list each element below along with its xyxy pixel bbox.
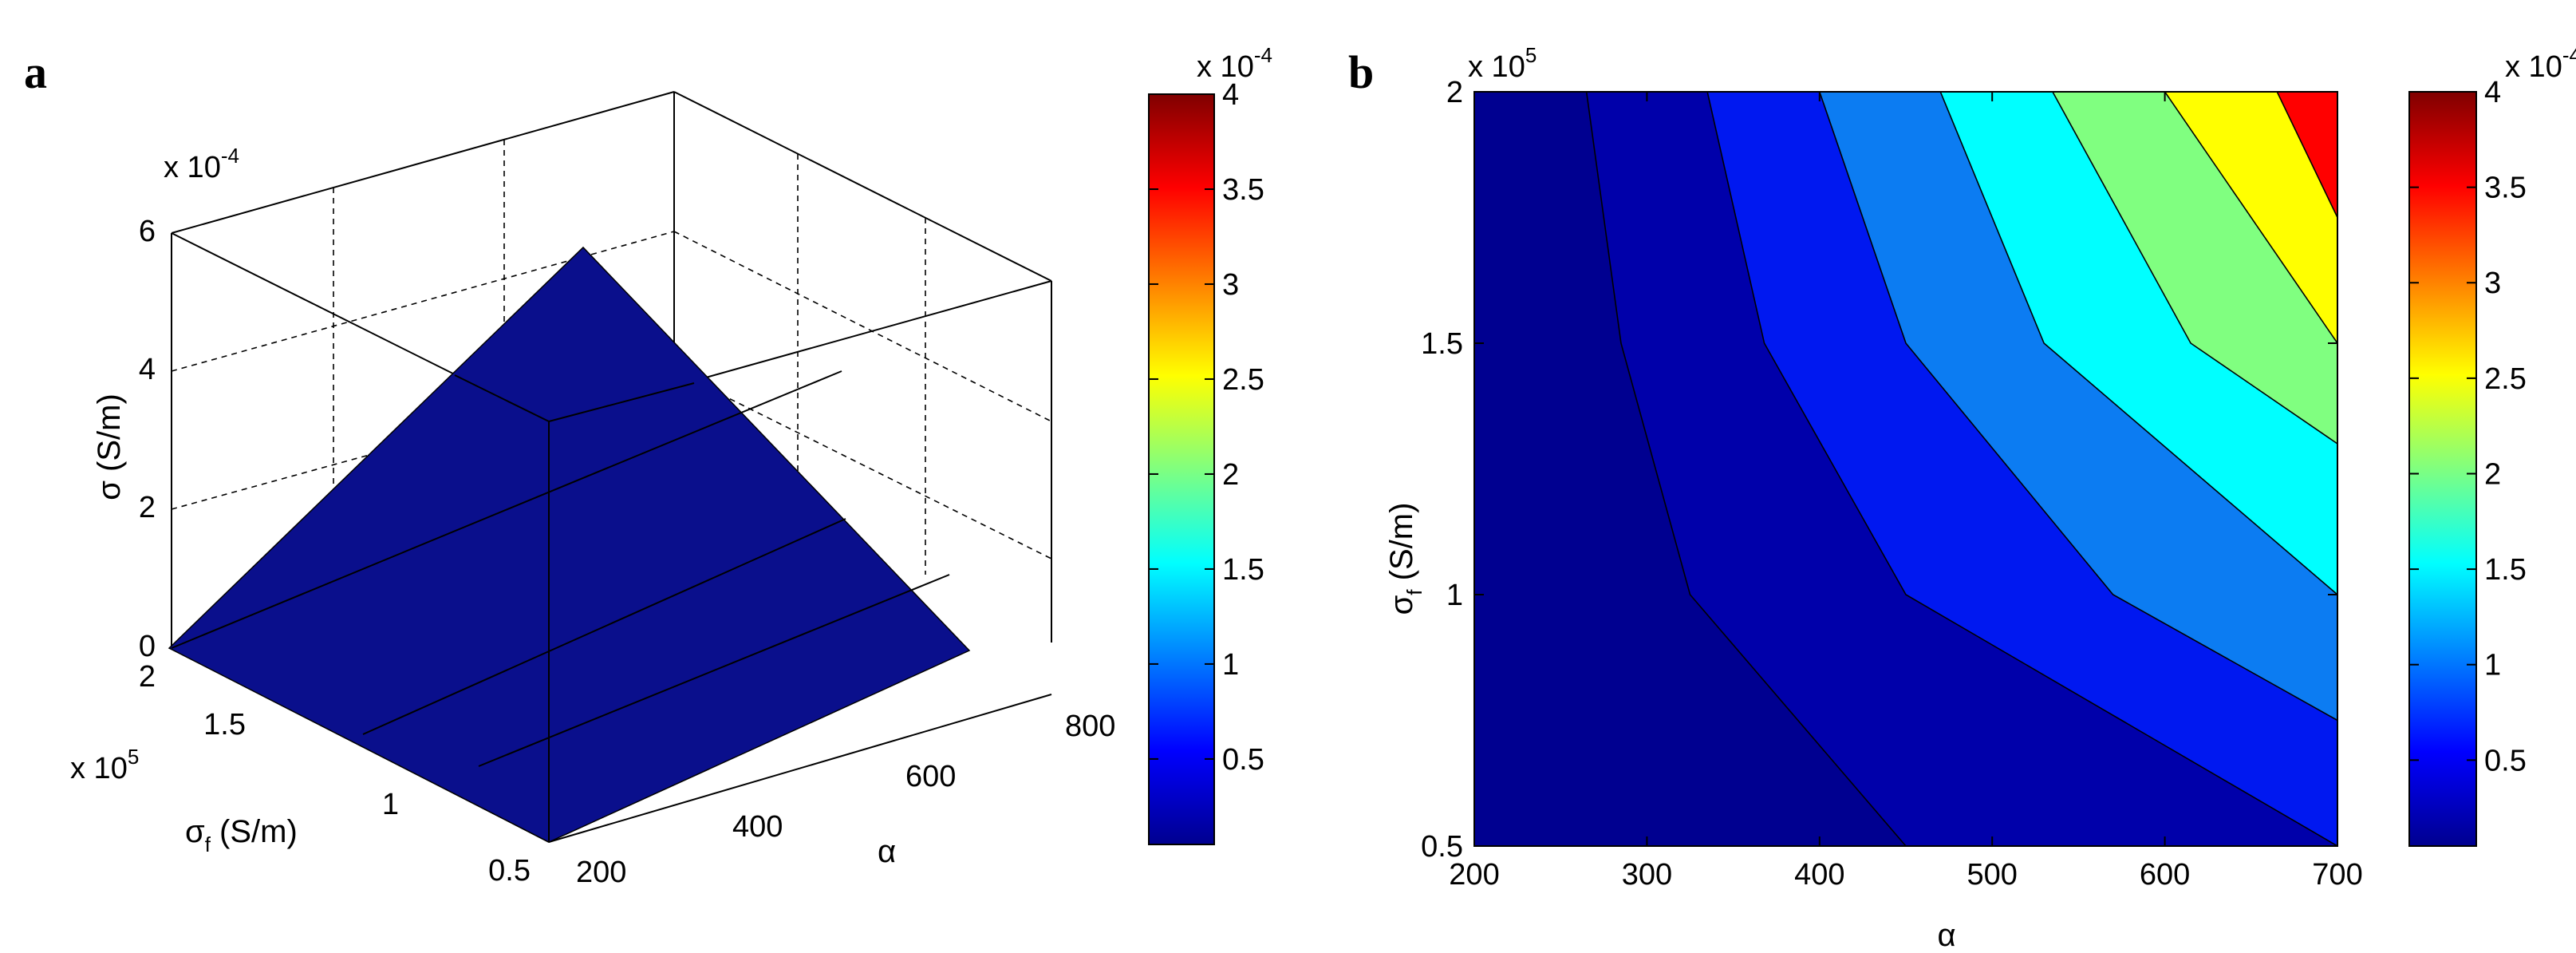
colorbar-tick-label: 3 [1222, 268, 1239, 302]
y-tick-label: 0.5 [1421, 830, 1463, 864]
colorbar-b: x 10-4 0.5 1 1.5 2 2.5 3 3.5 4 [2408, 43, 2576, 847]
colorbar-tick-label: 0.5 [1222, 743, 1264, 777]
colorbar-tick-label: 4 [1222, 78, 1239, 112]
contour-line [2276, 91, 2338, 218]
surface-edge [478, 574, 950, 767]
contour-plot [1473, 91, 2338, 847]
gridline [673, 370, 1052, 560]
colorbar-a: x 10-4 0.5 1 1.5 2 2.5 3 3.5 4 [1148, 43, 1272, 845]
colorbar-tick-label: 1.5 [1222, 553, 1264, 587]
colorbar-tick-label: 1 [1222, 648, 1239, 682]
contour-line [1706, 91, 2338, 847]
box-edge [171, 91, 675, 234]
colorbar-tick-label: 4 [2484, 76, 2501, 109]
x-tick-label: 800 [1065, 710, 1115, 743]
z-tick-label: 4 [139, 353, 156, 386]
surface-edge [548, 382, 695, 422]
surface-plane [168, 246, 971, 843]
surface-edge [171, 370, 842, 649]
colorbar-tick-label: 3.5 [2484, 172, 2527, 205]
y-tick-label: 1 [382, 788, 399, 821]
panel-b-y-ticks: 0.5 1 1.5 2 [1421, 76, 2337, 864]
surface-edge [362, 518, 846, 735]
surface [168, 246, 971, 843]
x-tick-label: 300 [1622, 858, 1672, 892]
colorbar-tick-label: 2 [1222, 458, 1239, 492]
colorbar-tick-label: 2 [2484, 457, 2501, 491]
z-tick-label: 6 [139, 215, 156, 248]
colorbar-tick-label: 2.5 [2484, 362, 2527, 396]
contour-line [1819, 91, 2338, 722]
z-axis-label: σ (S/m) [92, 393, 127, 500]
colorbar-tick-label: 0.5 [2484, 744, 2527, 777]
contour-line [1585, 91, 1907, 847]
surface-edge [454, 374, 550, 422]
panel-b-x-ticks: 200 300 400 500 600 700 [1449, 92, 2363, 892]
panel-a-y-ticks: 2 1.5 1 0.5 [139, 660, 531, 888]
colorbar-tick-label: 1.5 [2484, 553, 2527, 587]
z-tick-label: 2 [139, 491, 156, 524]
panel-b-x-axis-label: α [1937, 918, 1955, 953]
y-tick-label: 1 [1446, 579, 1463, 612]
x-tick-label: 600 [2140, 858, 2190, 892]
panel-a-x-ticks: 200 400 600 800 [576, 710, 1115, 889]
colorbar-tick-label: 1 [2484, 649, 2501, 682]
y-tick-label: 0.5 [488, 854, 531, 888]
colorbar-a-ticks: 0.5 1 1.5 2 2.5 3 3.5 4 [1149, 78, 1264, 777]
panel-b-label: b [1348, 46, 1374, 98]
colorbar-b-exponent: x 10-4 [2505, 43, 2576, 84]
panel-a-z-ticks: 6 4 2 0 [139, 215, 156, 663]
x-tick-label: 500 [1967, 858, 2017, 892]
colorbar-b-gradient [2408, 91, 2477, 847]
colorbar-tick-label: 3 [2484, 267, 2501, 300]
gridline [171, 231, 675, 372]
colorbar-a-exponent: x 10-4 [1197, 43, 1272, 84]
gridline [673, 231, 1052, 422]
panel-b-y-exponent: x 105 [1468, 43, 1537, 84]
y-axis-label: σf (S/m) [185, 814, 298, 856]
box-edge [548, 694, 1052, 843]
panel-b: b x 105 200 300 400 500 600 700 0.5 1 1.5 2 α σf… [1348, 43, 2576, 953]
x-axis-label: α [878, 834, 896, 869]
y-tick-label: 2 [1446, 76, 1463, 109]
panel-a: a [24, 43, 1272, 889]
plot-frame [1473, 91, 2338, 847]
y-tick-label: 2 [139, 660, 156, 694]
x-tick-label: 700 [2312, 858, 2362, 892]
panel-b-y-axis-label: σf (S/m) [1384, 503, 1426, 615]
z-tick-label: 0 [139, 630, 156, 663]
colorbar-a-gradient [1148, 93, 1215, 845]
x-tick-label: 200 [576, 856, 626, 889]
x-tick-label: 400 [732, 810, 783, 844]
colorbar-b-ticks: 0.5 1 1.5 2 2.5 3 3.5 4 [2409, 76, 2527, 777]
y-tick-label: 1.5 [203, 708, 246, 741]
colorbar-tick-label: 3.5 [1222, 173, 1264, 207]
contour-line [2164, 91, 2338, 344]
y-exponent: x 105 [70, 745, 139, 785]
contour-line [2052, 91, 2338, 445]
box-edge [673, 91, 1052, 282]
y-tick-label: 1.5 [1421, 327, 1463, 361]
x-tick-label: 400 [1794, 858, 1844, 892]
z-exponent: x 10-4 [164, 144, 239, 184]
x-tick-label: 200 [1449, 858, 1499, 892]
x-tick-label: 600 [905, 760, 956, 793]
colorbar-tick-label: 2.5 [1222, 363, 1264, 397]
panel-a-label: a [24, 46, 47, 98]
contour-line [1939, 91, 2338, 595]
